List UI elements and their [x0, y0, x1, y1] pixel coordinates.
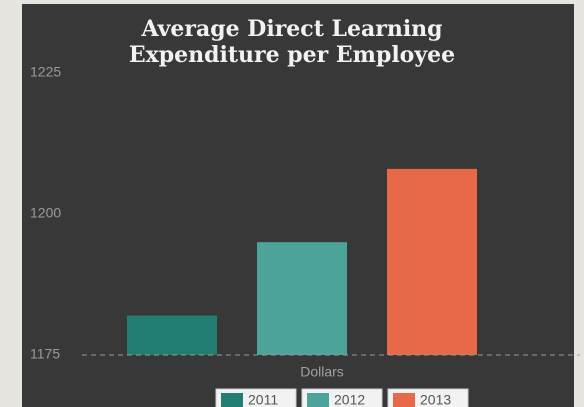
bar — [257, 242, 347, 355]
bar — [387, 168, 477, 355]
legend-label: 2012 — [334, 392, 365, 407]
y-tick-label: 1225 — [30, 64, 61, 80]
chart-title: Average Direct Learning Expenditure per … — [128, 16, 456, 68]
legend-label: 2013 — [420, 392, 451, 407]
legend-swatch — [393, 393, 415, 407]
y-tick-label: 1175 — [30, 346, 60, 362]
x-tick-label: Dollars — [300, 364, 344, 380]
y-tick-label: 1200 — [30, 205, 61, 221]
bar — [127, 315, 217, 355]
legend-swatch — [307, 393, 329, 407]
legend-label: 2011 — [248, 392, 278, 407]
legend-swatch — [221, 393, 243, 407]
